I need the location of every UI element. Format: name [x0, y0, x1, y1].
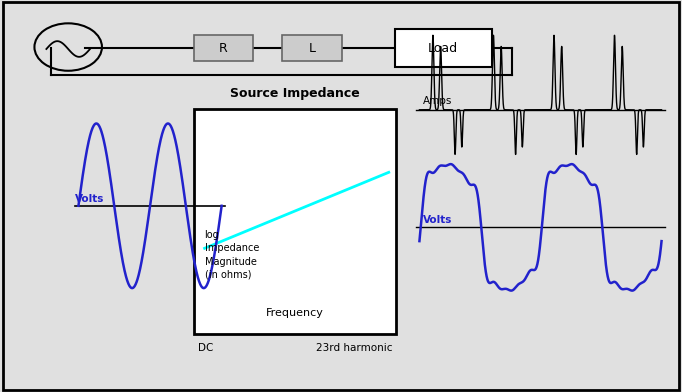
Text: DC: DC: [198, 343, 213, 353]
Text: L: L: [308, 42, 316, 54]
FancyBboxPatch shape: [194, 35, 253, 61]
FancyBboxPatch shape: [395, 29, 492, 67]
Text: 23rd harmonic: 23rd harmonic: [316, 343, 392, 353]
Text: Source Impedance: Source Impedance: [230, 87, 360, 100]
Text: R: R: [219, 42, 228, 54]
FancyBboxPatch shape: [194, 109, 396, 334]
Text: Load: Load: [428, 42, 458, 54]
Text: Volts: Volts: [423, 215, 452, 225]
Text: log
Impedance
Magnitude
(in ohms): log Impedance Magnitude (in ohms): [205, 230, 259, 280]
Text: Amps: Amps: [423, 96, 452, 106]
FancyBboxPatch shape: [282, 35, 342, 61]
Text: Frequency: Frequency: [266, 307, 324, 318]
Text: Volts: Volts: [75, 194, 104, 204]
